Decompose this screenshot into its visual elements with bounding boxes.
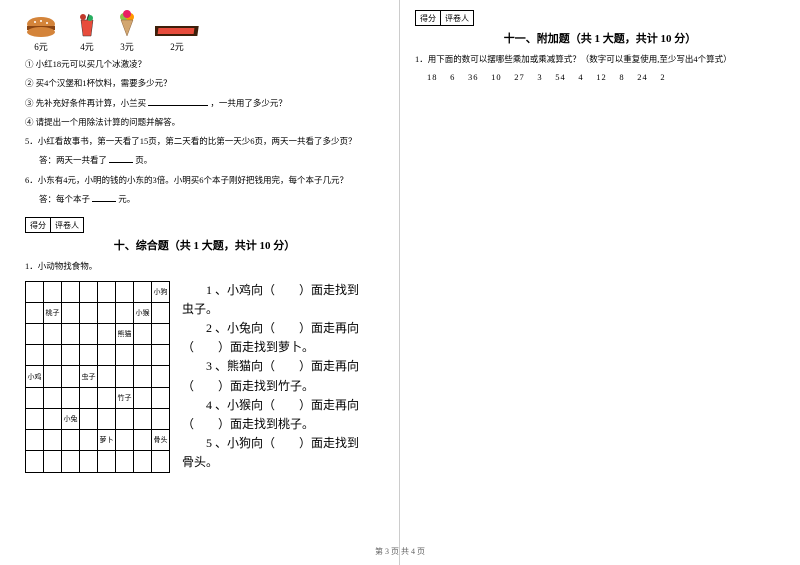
cell-chick: 小鸡	[26, 366, 44, 387]
q6ans-b: 元。	[118, 194, 135, 204]
grader-label: 评卷人	[51, 217, 84, 233]
animal-l9: 5 、小狗向（ ）面走找到	[182, 434, 384, 453]
q6ans-a: 答：每个本子	[39, 194, 90, 204]
animal-l2: 虫子。	[182, 300, 384, 319]
choco-icon	[155, 24, 199, 38]
score-label-11: 得分	[415, 10, 441, 26]
score-box-10: 得分 评卷人	[25, 217, 384, 233]
right-column: 得分 评卷人 十一、附加题（共 1 大题，共计 10 分） 1．用下面的数可以摆…	[400, 0, 800, 565]
question-6-answer: 答：每个本子 元。	[25, 192, 384, 207]
animal-l5: 3 、熊猫向（ ）面走再向	[182, 357, 384, 376]
grader-label-11: 评卷人	[441, 10, 474, 26]
animal-questions: 1 、小鸡向（ ）面走找到 虫子。 2 、小兔向（ ）面走再向 （ ）面走找到萝…	[182, 281, 384, 473]
score-box-11: 得分 评卷人	[415, 10, 785, 26]
q5ans-a: 答：两天一共看了	[39, 155, 107, 165]
question-2: ② 买4个汉堡和1杯饮料，需要多少元？	[25, 76, 384, 91]
animal-l4: （ ）面走找到萝卜。	[182, 338, 384, 357]
animal-l3: 2 、小兔向（ ）面走再向	[182, 319, 384, 338]
q3-text-a: ③ 先补充好条件再计算，小兰买	[25, 98, 146, 108]
cell-dog: 小狗	[152, 281, 170, 302]
icecream-price: 3元	[120, 40, 134, 53]
grid-wrap: 小狗 桃子 小猴 熊猫 小鸡 虫子 竹子 小兔 萝卜 骨头 1 、小鸡向（ ）面走找到…	[25, 281, 384, 473]
item-burger: 6元	[25, 16, 57, 53]
left-column: 6元 4元	[0, 0, 400, 565]
q3-blank	[148, 96, 208, 106]
cell-radish: 萝卜	[98, 430, 116, 451]
section-10-intro: 1．小动物找食物。	[25, 259, 384, 274]
cell-panda: 熊猫	[116, 324, 134, 345]
section-11-numbers: 18 6 36 10 27 3 54 4 12 8 24 2	[415, 71, 785, 83]
question-4: ④ 请提出一个用除法计算的问题并解答。	[25, 115, 384, 130]
drink-icon	[75, 12, 99, 38]
cell-bamboo: 竹子	[116, 387, 134, 408]
drink-price: 4元	[80, 40, 94, 53]
section-11-title: 十一、附加题（共 1 大题，共计 10 分）	[415, 30, 785, 46]
question-6: 6．小东有4元，小明的钱的小东的3倍。小明买6个本子刚好把钱用完，每个本子几元？	[25, 173, 384, 188]
animal-l8: （ ）面走找到桃子。	[182, 415, 384, 434]
cell-monkey: 小猴	[134, 302, 152, 323]
question-1: ① 小红18元可以买几个冰激凌？	[25, 57, 384, 72]
choco-price: 2元	[170, 40, 184, 53]
cell-bone: 骨头	[152, 430, 170, 451]
animal-l7: 4 、小猴向（ ）面走再向	[182, 396, 384, 415]
animal-l10: 骨头。	[182, 453, 384, 472]
cell-worm: 虫子	[80, 366, 98, 387]
items-row: 6元 4元	[25, 10, 384, 53]
q5-blank	[109, 153, 133, 163]
item-icecream: 3元	[117, 10, 137, 53]
animal-l6: （ ）面走找到竹子。	[182, 377, 384, 396]
animal-grid: 小狗 桃子 小猴 熊猫 小鸡 虫子 竹子 小兔 萝卜 骨头	[25, 281, 170, 473]
score-label: 得分	[25, 217, 51, 233]
burger-icon	[25, 16, 57, 38]
section-11-q1: 1．用下面的数可以摆哪些乘加或乘减算式？（数字可以重复使用,至少写出4个算式）	[415, 52, 785, 67]
q5ans-b: 页。	[135, 155, 152, 165]
cell-rabbit: 小兔	[62, 408, 80, 429]
q3-text-b: ，一共用了多少元？	[210, 98, 287, 108]
burger-price: 6元	[34, 40, 48, 53]
section-10-title: 十、综合题（共 1 大题，共计 10 分）	[25, 237, 384, 253]
question-5: 5．小红看故事书，第一天看了15页，第二天看的比第一天少6页，两天一共看了多少页…	[25, 134, 384, 149]
animal-l1: 1 、小鸡向（ ）面走找到	[182, 281, 384, 300]
item-drink: 4元	[75, 12, 99, 53]
icecream-icon	[117, 10, 137, 38]
question-5-answer: 答：两天一共看了 页。	[25, 153, 384, 168]
item-choco: 2元	[155, 24, 199, 53]
q6-blank	[92, 192, 116, 202]
question-3: ③ 先补充好条件再计算，小兰买 ，一共用了多少元？	[25, 96, 384, 111]
cell-peach: 桃子	[44, 302, 62, 323]
page-footer: 第 3 页 共 4 页	[0, 546, 800, 557]
